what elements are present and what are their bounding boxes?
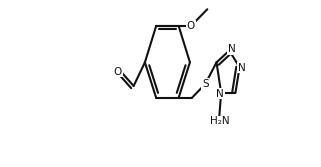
Text: O: O xyxy=(187,21,195,31)
Text: O: O xyxy=(114,67,122,77)
Text: N: N xyxy=(228,44,235,54)
Text: S: S xyxy=(202,79,209,89)
Text: N: N xyxy=(216,89,224,99)
Text: N: N xyxy=(238,63,246,73)
Text: H₂N: H₂N xyxy=(210,116,230,126)
